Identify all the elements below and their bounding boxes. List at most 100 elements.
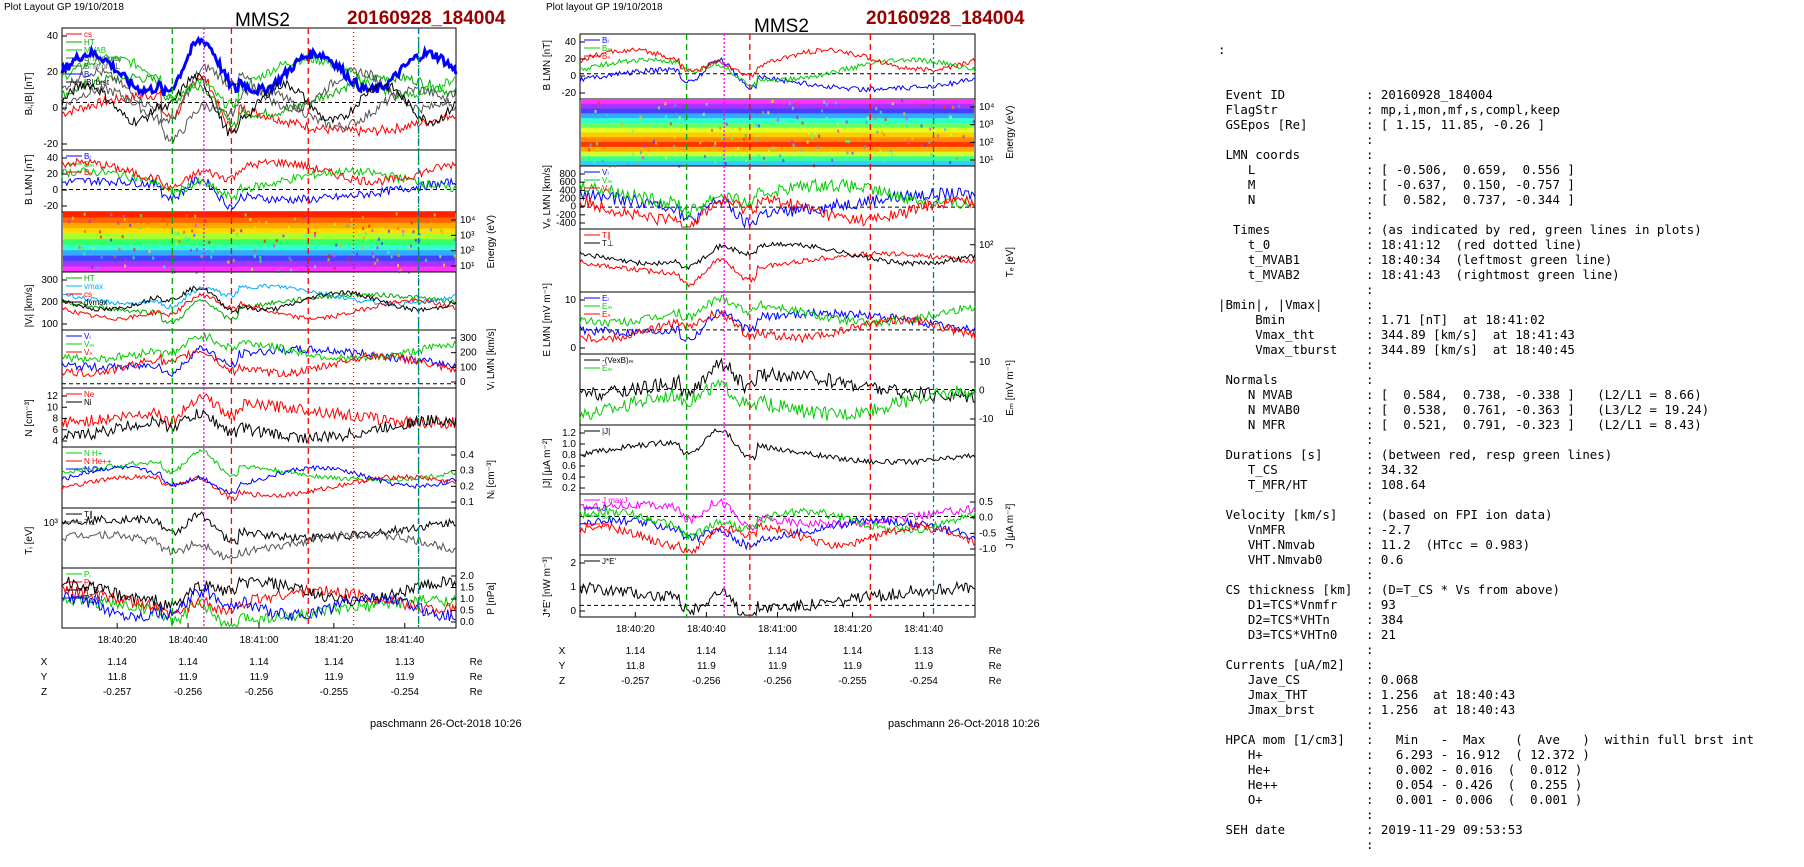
legend-entry: Bₗ fit of BL [84,62,121,71]
spectrogram-band [581,122,974,129]
y-axis-label: Tᵢ [eV] [24,526,35,554]
spectrogram-speckle [374,261,377,265]
spectrogram-speckle [818,134,821,138]
spectrogram-speckle [410,221,413,225]
spectrogram-speckle [402,229,405,233]
legend-entry: Bₘ [602,44,612,53]
legend-entry: HT [84,38,95,47]
left-event-title: 20160928_184004 [347,8,506,29]
spectrogram-speckle [693,138,696,142]
trace-line [579,357,976,404]
trace-line [579,56,976,93]
info-value: : 0.068 [1366,672,1419,687]
y-axis-label: Vᵢ LMN [km/s] [486,328,497,390]
info-value: : 34.32 [1366,462,1419,477]
y-tick-label: 6 [52,425,58,436]
spectrogram-speckle [639,115,642,119]
spectrogram-speckle [922,113,925,117]
y-tick-label: 200 [41,297,58,308]
y-axis-label: Tₑ [eV] [1005,247,1016,278]
info-key: N MVAB [1218,387,1293,402]
info-key: O+ [1218,792,1263,807]
spectrogram-speckle [441,230,444,234]
coord-value: 1.14 [697,646,717,657]
legend-entry: vmax [84,282,103,291]
y-tick-label: 20 [47,169,59,180]
coord-unit: Re [989,646,1002,657]
spectrogram-speckle [962,135,965,139]
y-axis-label: Energy (eV) [486,215,497,268]
spectrogram-speckle [211,249,214,253]
y-tick-label: 10 [565,295,577,306]
spectrogram-speckle [851,151,854,155]
panel-8: J*E' 2 1 0 J*E' [nW m⁻³] [542,554,976,618]
spectrogram-speckle [296,236,299,240]
legend-entry: Vₘ [84,340,94,349]
spectrogram-speckle [664,156,667,160]
legend-entry: Ni [84,398,92,407]
spectrogram-speckle [594,109,597,113]
info-row: Durations [s]: (between red, resp green … [1218,447,1804,462]
info-value: : 18:41:12 (red dotted line) [1366,237,1583,252]
spectrogram-speckle [328,254,331,258]
y-tick-label: 1.2 [562,428,576,439]
spectrogram-speckle [265,220,268,224]
info-key: D2=TCS*VHTn [1218,612,1330,627]
info-key: He+ [1218,762,1271,777]
info-value: : 1.256 at 18:40:43 [1366,702,1516,717]
trace-line [61,292,457,321]
spectrogram-speckle [730,136,733,140]
y-tick-label: 10³ [460,230,475,241]
y-tick-label: 0 [52,103,58,114]
left-footer: paschmann 26-Oct-2018 10:26 [370,718,522,730]
spectrogram-speckle [863,145,866,149]
mid-event-title: 20160928_184004 [866,8,1025,29]
info-row: : [1218,357,1804,372]
spectrogram-speckle [200,254,203,258]
legend-entry: Bₗ [84,152,91,161]
spectrogram-speckle [823,120,826,124]
info-key: Jave_CS [1218,672,1301,687]
legend-entry: N H+ [84,449,103,458]
trace-line [579,57,976,89]
info-value: : [ 0.538, 0.761, -0.363 ] (L3/L2 = 19.2… [1366,402,1710,417]
y-tick-label: 8 [52,414,58,425]
info-row: : [1218,807,1804,822]
spectrogram-speckle [631,152,634,156]
info-value: : [1366,837,1374,852]
spectrogram-speckle [148,250,151,254]
x-tick-label: 18:40:20 [616,624,655,635]
info-key [1218,207,1366,222]
y-tick-label: -400 [556,218,576,229]
info-row: : [1218,282,1804,297]
spectrogram-speckle [293,217,296,221]
coord-label: Y [41,672,48,683]
coord-value: 11.9 [324,672,343,683]
info-value: : 1.256 at 18:40:43 [1366,687,1516,702]
spectrogram-speckle [253,255,256,259]
y-tick-label: 300 [460,333,477,344]
y-tick-label: 300 [41,275,58,286]
spectrogram-speckle [110,213,113,217]
legend-entry: cs [84,290,92,299]
info-value: : (between red, resp green lines) [1366,447,1613,462]
spectrogram-speckle [376,246,379,250]
spectrogram-speckle [820,109,823,113]
y-tick-label: 0 [570,71,576,82]
trace-line [61,464,457,496]
info-row: Jave_CS : 0.068 [1218,672,1804,687]
y-tick-label: 0.8 [562,450,576,461]
info-key [1218,717,1366,732]
spectrogram-band [63,255,455,262]
spectrogram-speckle [259,259,262,263]
coord-value: -0.256 [174,687,203,698]
spectrogram-speckle [588,148,591,152]
info-key: VHT.Nmvab0 [1218,552,1323,567]
trace-line [61,344,457,378]
y-tick-label: 1 [570,582,576,593]
spectrogram-speckle [624,163,627,167]
spectrogram-speckle [210,255,213,259]
coord-label: X [41,657,48,668]
panel-2: 10⁴ 10³ 10² 10¹ Energy (eV) [61,211,497,274]
